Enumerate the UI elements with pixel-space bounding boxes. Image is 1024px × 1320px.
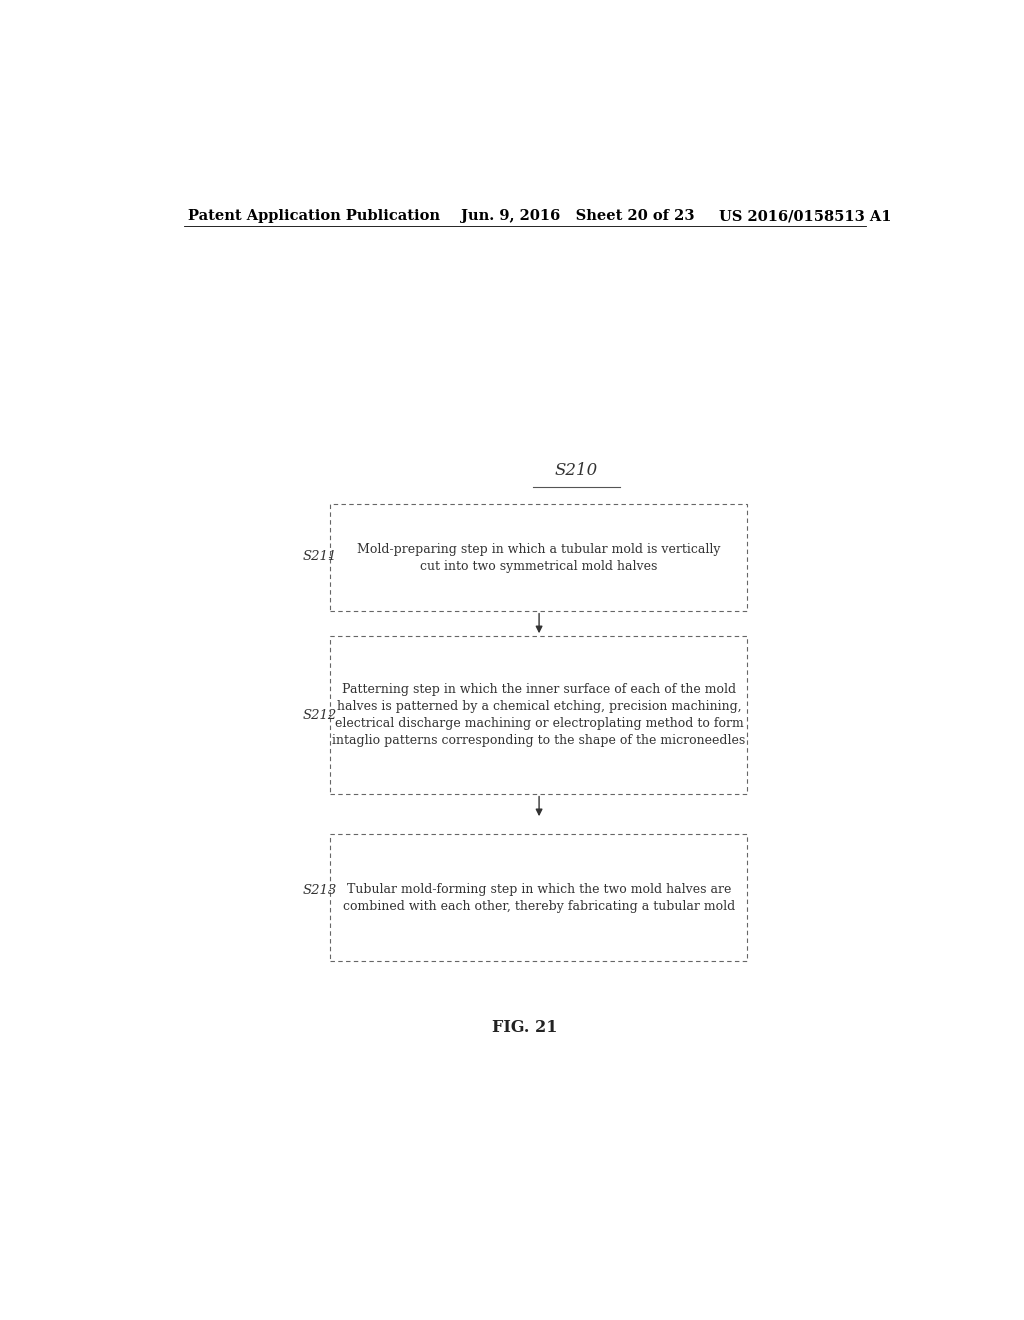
Text: FIG. 21: FIG. 21 [493, 1019, 557, 1036]
Text: Mold-preparing step in which a tubular mold is vertically
cut into two symmetric: Mold-preparing step in which a tubular m… [357, 543, 721, 573]
Text: S211: S211 [303, 550, 337, 564]
Text: Tubular mold-forming step in which the two mold halves are
combined with each ot: Tubular mold-forming step in which the t… [343, 883, 735, 913]
Text: S213: S213 [303, 883, 337, 896]
Text: Patent Application Publication: Patent Application Publication [187, 210, 439, 223]
Bar [331, 504, 748, 611]
Text: S212: S212 [303, 709, 337, 722]
Text: Patterning step in which the inner surface of each of the mold
halves is pattern: Patterning step in which the inner surfa… [333, 684, 745, 747]
Text: US 2016/0158513 A1: US 2016/0158513 A1 [719, 210, 892, 223]
Text: Jun. 9, 2016   Sheet 20 of 23: Jun. 9, 2016 Sheet 20 of 23 [461, 210, 695, 223]
Bar [331, 834, 748, 961]
Bar [331, 636, 748, 793]
Text: S210: S210 [555, 462, 598, 479]
